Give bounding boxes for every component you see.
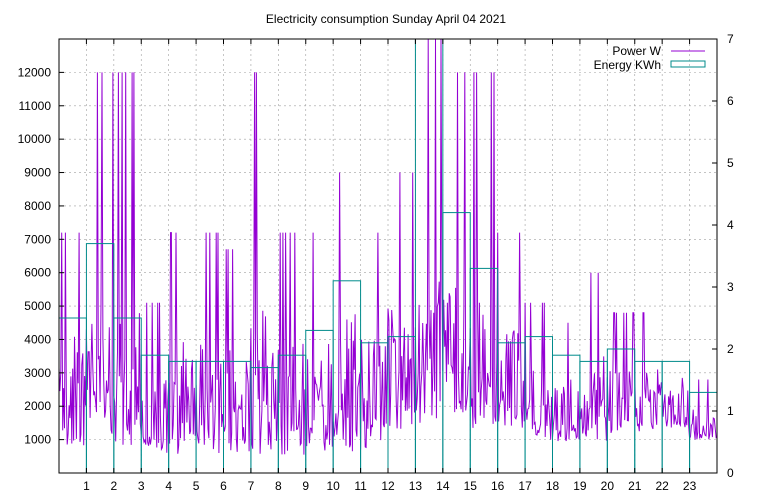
legend-label-energy: Energy KWh [594,58,661,72]
energy-bar [223,360,252,474]
y-right-tick-label: 6 [727,94,734,108]
y-left-tick-label: 1000 [24,433,51,447]
x-tick-label: 17 [518,479,532,493]
y-axis-right: 0 1 2 3 4 5 6 7 [712,32,734,480]
y-right-tick-label: 5 [727,156,734,170]
y-left-tick-label: 9000 [24,166,51,180]
y-right-tick-label: 0 [727,466,734,480]
x-tick-label: 8 [275,479,282,493]
y-left-tick-label: 10000 [18,132,52,146]
x-tick-label: 15 [464,479,478,493]
y-left-tick-label: 7000 [24,232,51,246]
y-axis-left: 1000 2000 3000 4000 5000 6000 7000 8000 9000 1000… [18,65,64,447]
y-right-tick-label: 7 [727,32,734,46]
x-axis: 1 2 3 4 5 6 7 8 9 10 11 12 13 14 15 16 17 18 19 20 21 22 23 [83,39,697,493]
y-left-tick-label: 5000 [24,299,51,313]
legend-label-power: Power W [612,44,661,58]
y-left-tick-label: 2000 [24,399,51,413]
y-left-tick-label: 4000 [24,332,51,346]
x-tick-label: 3 [138,479,145,493]
x-tick-label: 16 [491,479,505,493]
x-tick-label: 12 [381,479,395,493]
x-tick-label: 2 [110,479,117,493]
energy-bar [606,348,636,474]
legend-swatch-energy [670,60,706,68]
y-left-tick-label: 11000 [19,99,52,113]
x-tick-label: 21 [628,479,642,493]
x-tick-label: 14 [436,479,450,493]
y-right-tick-label: 1 [727,404,734,418]
y-left-tick-label: 6000 [24,266,51,280]
y-left-tick-label: 8000 [24,199,51,213]
x-tick-label: 19 [573,479,587,493]
x-tick-label: 18 [546,479,560,493]
x-tick-label: 5 [193,479,200,493]
x-tick-label: 1 [83,479,90,493]
x-tick-label: 10 [326,479,340,493]
x-tick-label: 20 [601,479,615,493]
y-right-tick-label: 3 [727,280,734,294]
chart-title: Electricity consumption Sunday April 04 … [266,12,506,26]
y-left-tick-label: 12000 [18,65,52,79]
x-tick-label: 6 [220,479,227,493]
x-tick-label: 13 [409,479,423,493]
x-tick-label: 4 [165,479,172,493]
y-left-tick-label: 3000 [24,366,51,380]
x-tick-label: 7 [248,479,255,493]
x-tick-label: 9 [302,479,309,493]
x-tick-label: 23 [683,479,697,493]
x-tick-label: 22 [655,479,669,493]
x-tick-label: 11 [354,479,367,493]
y-right-tick-label: 2 [727,342,734,356]
y-right-tick-label: 4 [727,218,734,232]
legend: Power W Energy KWh [594,44,706,72]
